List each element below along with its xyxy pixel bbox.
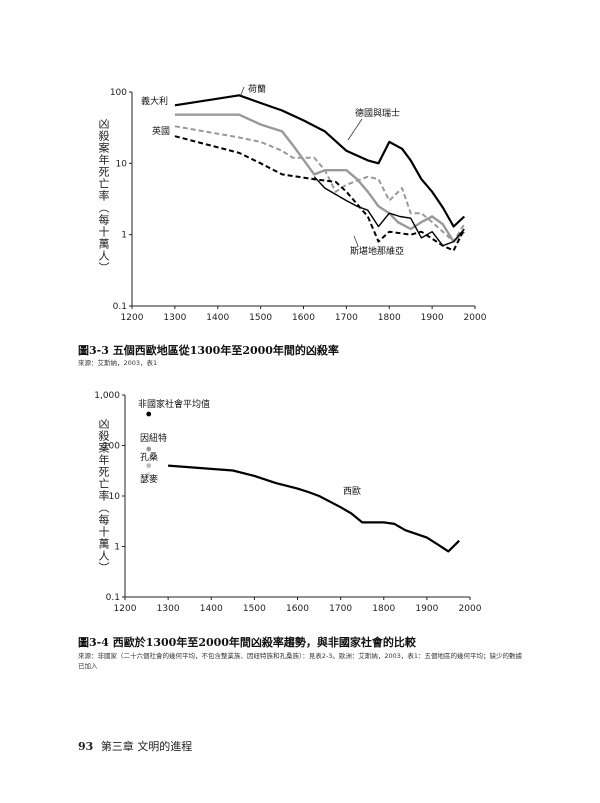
label-leader-line bbox=[239, 86, 245, 98]
x-tick-label: 1800 bbox=[378, 313, 401, 323]
series-line-2 bbox=[174, 113, 466, 243]
x-tick-label: 1700 bbox=[335, 313, 358, 323]
series-line-4 bbox=[174, 135, 466, 252]
homicide-chart-five-regions: 1200 1300 1400 1500 1600 1700 1800 1900 2000 100 1… bbox=[110, 83, 487, 323]
x-tick-label: 1500 bbox=[243, 604, 266, 614]
fig1-y-axis-label: 凶殺案年死亡率（每十萬人） bbox=[97, 118, 110, 274]
y-tick-label: 0.1 bbox=[113, 302, 127, 312]
y-tick-label: 100 bbox=[103, 442, 120, 452]
series-line-1 bbox=[168, 464, 460, 553]
y-tick-label: 100 bbox=[110, 88, 127, 98]
chapter-title: 第三章 文明的進程 bbox=[100, 740, 193, 753]
x-tick-label: 1600 bbox=[292, 313, 315, 323]
fig2-source-line2: 已加入 bbox=[78, 661, 98, 670]
fig2-source-line1: 來源：非國家（二十六個社會的幾何平均，不包含整業族、因紐特族和孔桑族）：見表2-… bbox=[78, 652, 523, 660]
series-line-1 bbox=[174, 94, 466, 228]
homicide-chart-comparison: 1200 1300 1400 1500 1600 1700 1800 1900 2000 1,00… bbox=[94, 391, 482, 614]
page-number: 93 bbox=[78, 740, 94, 753]
x-tick-label: 1200 bbox=[114, 604, 137, 614]
data-point-2 bbox=[146, 446, 152, 452]
series-label: 孔桑 bbox=[140, 452, 158, 463]
series-line-3 bbox=[174, 125, 466, 243]
label-leader-line bbox=[347, 118, 363, 141]
series-label: 荷蘭 bbox=[248, 83, 266, 95]
x-tick-label: 2000 bbox=[459, 604, 482, 614]
x-tick-label: 1700 bbox=[329, 604, 352, 614]
x-tick-label: 1400 bbox=[206, 313, 229, 323]
fig2-caption: 圖3-4 西歐於1300年至2000年間凶殺率趨勢，與非國家社會的比較 bbox=[78, 636, 416, 649]
series-label: 非國家社會平均值 bbox=[138, 398, 210, 410]
x-tick-label: 1800 bbox=[372, 604, 395, 614]
series-label: 因紐特 bbox=[140, 432, 167, 444]
series-label: 西歐 bbox=[343, 485, 361, 497]
series-label: 英國 bbox=[152, 125, 170, 137]
series-label: 義大利 bbox=[141, 95, 168, 107]
y-tick-label: 1 bbox=[121, 231, 127, 241]
x-tick-label: 1300 bbox=[157, 604, 180, 614]
x-tick-label: 1500 bbox=[249, 313, 272, 323]
x-tick-label: 2000 bbox=[464, 313, 487, 323]
series-line-5 bbox=[313, 176, 465, 247]
series-label: 斯堪地那維亞 bbox=[350, 245, 404, 257]
fig1-caption: 圖3-3 五個西歐地區從1300年至2000年間的凶殺率 bbox=[78, 344, 339, 357]
data-point-4 bbox=[146, 471, 152, 477]
y-tick-label: 1,000 bbox=[94, 391, 120, 401]
y-tick-label: 0.1 bbox=[106, 593, 120, 603]
y-tick-label: 10 bbox=[116, 159, 128, 169]
x-tick-label: 1300 bbox=[163, 313, 186, 323]
data-point-1 bbox=[146, 411, 152, 417]
label-leader-line bbox=[353, 235, 359, 247]
data-point-3 bbox=[146, 463, 152, 468]
x-tick-label: 1200 bbox=[121, 313, 144, 323]
x-tick-label: 1600 bbox=[286, 604, 309, 614]
y-tick-label: 10 bbox=[109, 492, 121, 502]
series-label: 德國與瑞士 bbox=[355, 107, 400, 119]
fig1-source: 來源：艾斯納，2003，表1 bbox=[78, 359, 158, 367]
page-footer: 93 第三章 文明的進程 bbox=[78, 738, 192, 754]
fig2-y-axis-label: 凶殺案年死亡率（每十萬人） bbox=[97, 418, 110, 574]
x-tick-label: 1900 bbox=[415, 604, 438, 614]
y-tick-label: 1 bbox=[114, 543, 120, 553]
fig2-source: 來源：非國家（二十六個社會的幾何平均，不包含整業族、因紐特族和孔桑族）：見表2-… bbox=[78, 652, 523, 672]
series-label: 瑟麥 bbox=[140, 473, 158, 485]
x-tick-label: 1400 bbox=[200, 604, 223, 614]
x-tick-label: 1900 bbox=[421, 313, 444, 323]
